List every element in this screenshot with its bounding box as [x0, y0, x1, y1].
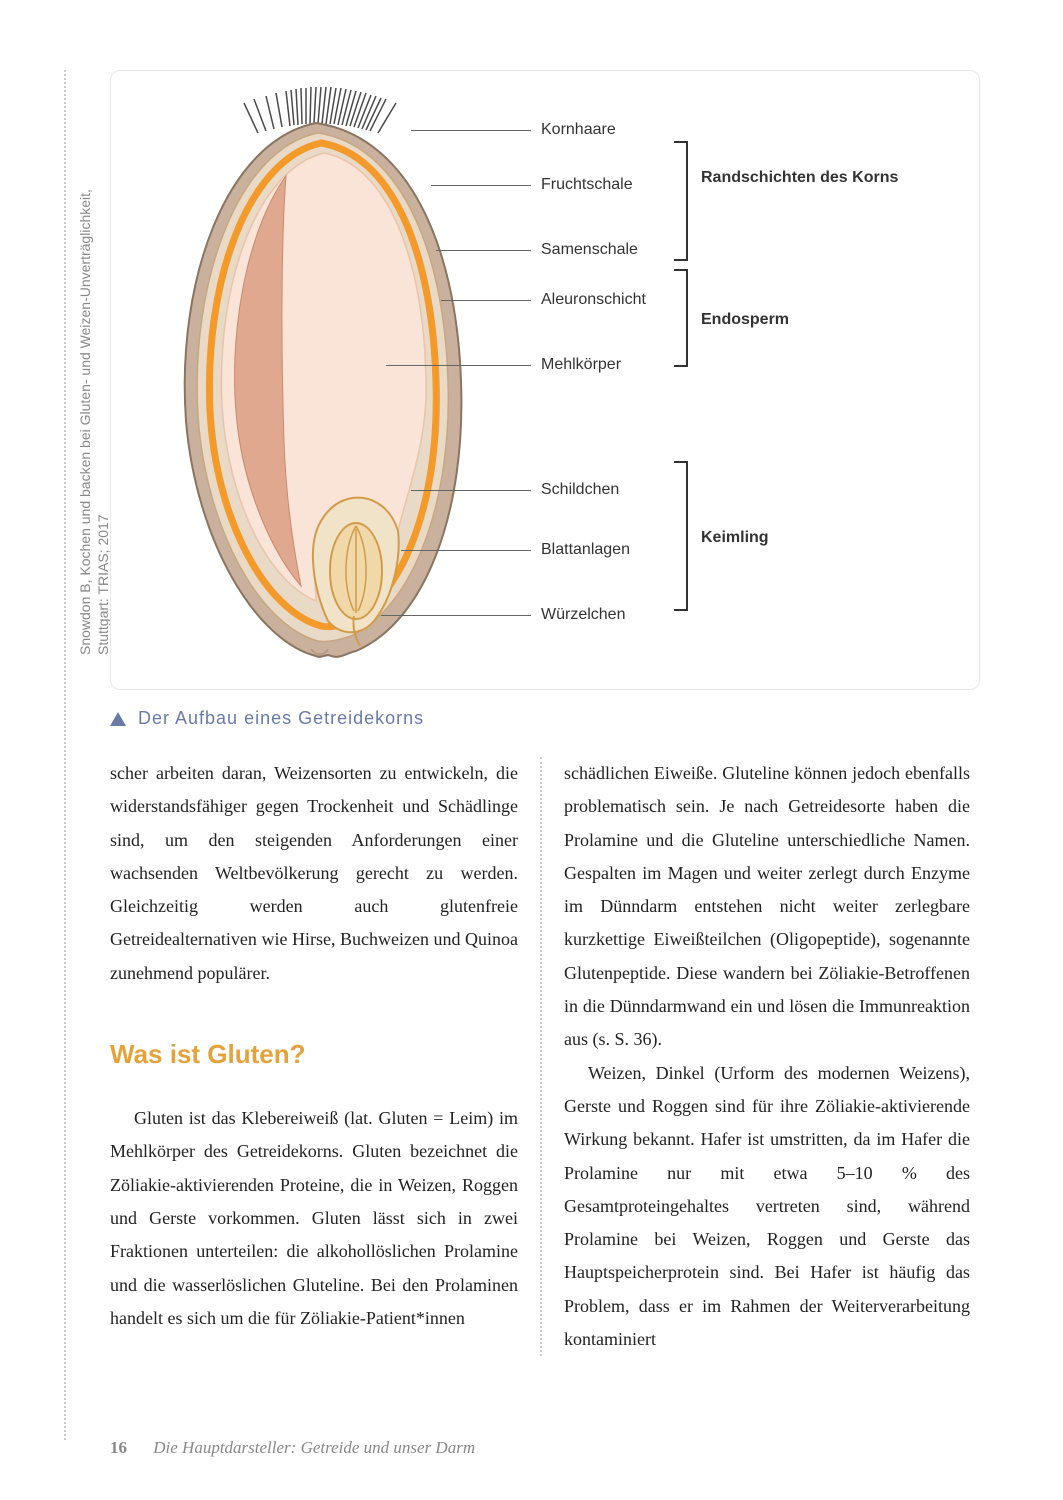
label-wuerzelchen: Würzelchen	[541, 606, 625, 624]
col1-para1: scher arbeiten daran, Weizensorten zu en…	[110, 757, 518, 990]
column-right: schädlichen Eiweiße. Gluteline können je…	[540, 757, 970, 1356]
margin-dotted-line	[64, 70, 66, 1440]
label-kornhaare: Kornhaare	[541, 121, 616, 139]
section-heading: Was ist Gluten?	[110, 1030, 518, 1078]
label-samenschale: Samenschale	[541, 241, 638, 259]
label-aleuronschicht: Aleuronschicht	[541, 291, 646, 309]
grain-illustration	[146, 81, 506, 671]
col2-para1: schädlichen Eiweiße. Gluteline können je…	[564, 757, 970, 1057]
citation-line1: Snowdon B, Kochen und backen bei Gluten-…	[77, 189, 93, 655]
label-fruchtschale: Fruchtschale	[541, 176, 633, 194]
page-footer: 16 Die Hauptdarsteller: Getreide und uns…	[110, 1438, 475, 1458]
label-mehlkoerper: Mehlkörper	[541, 356, 621, 374]
chapter-title: Die Hauptdarsteller: Getreide und unser …	[153, 1438, 475, 1457]
label-schildchen: Schildchen	[541, 481, 619, 499]
bracket-randschichten	[674, 141, 688, 261]
citation-line2: Stuttgart: TRIAS; 2017	[95, 514, 111, 655]
col2-para2: Weizen, Dinkel (Urform des modernen Weiz…	[564, 1057, 970, 1357]
group-endosperm: Endosperm	[701, 311, 789, 329]
bracket-endosperm	[674, 269, 688, 367]
bracket-keimling	[674, 461, 688, 611]
group-randschichten: Randschichten des Korns	[701, 169, 898, 187]
page-number: 16	[110, 1438, 127, 1457]
column-left: scher arbeiten daran, Weizensorten zu en…	[110, 757, 540, 1356]
caption-triangle-icon	[110, 712, 126, 726]
body-columns: scher arbeiten daran, Weizensorten zu en…	[110, 757, 983, 1356]
page: Snowdon B, Kochen und backen bei Gluten-…	[0, 0, 1063, 1500]
grain-diagram-box: Kornhaare Fruchtschale Samenschale Aleur…	[110, 70, 980, 690]
group-keimling: Keimling	[701, 529, 769, 547]
col1-para2: Gluten ist das Klebereiweiß (lat. Gluten…	[110, 1102, 518, 1335]
label-blattanlagen: Blattanlagen	[541, 541, 630, 559]
figure-caption: Der Aufbau eines Getreidekorns	[138, 708, 424, 729]
figure-caption-row: Der Aufbau eines Getreidekorns	[110, 708, 983, 729]
figure-citation: Snowdon B, Kochen und backen bei Gluten-…	[76, 189, 112, 655]
